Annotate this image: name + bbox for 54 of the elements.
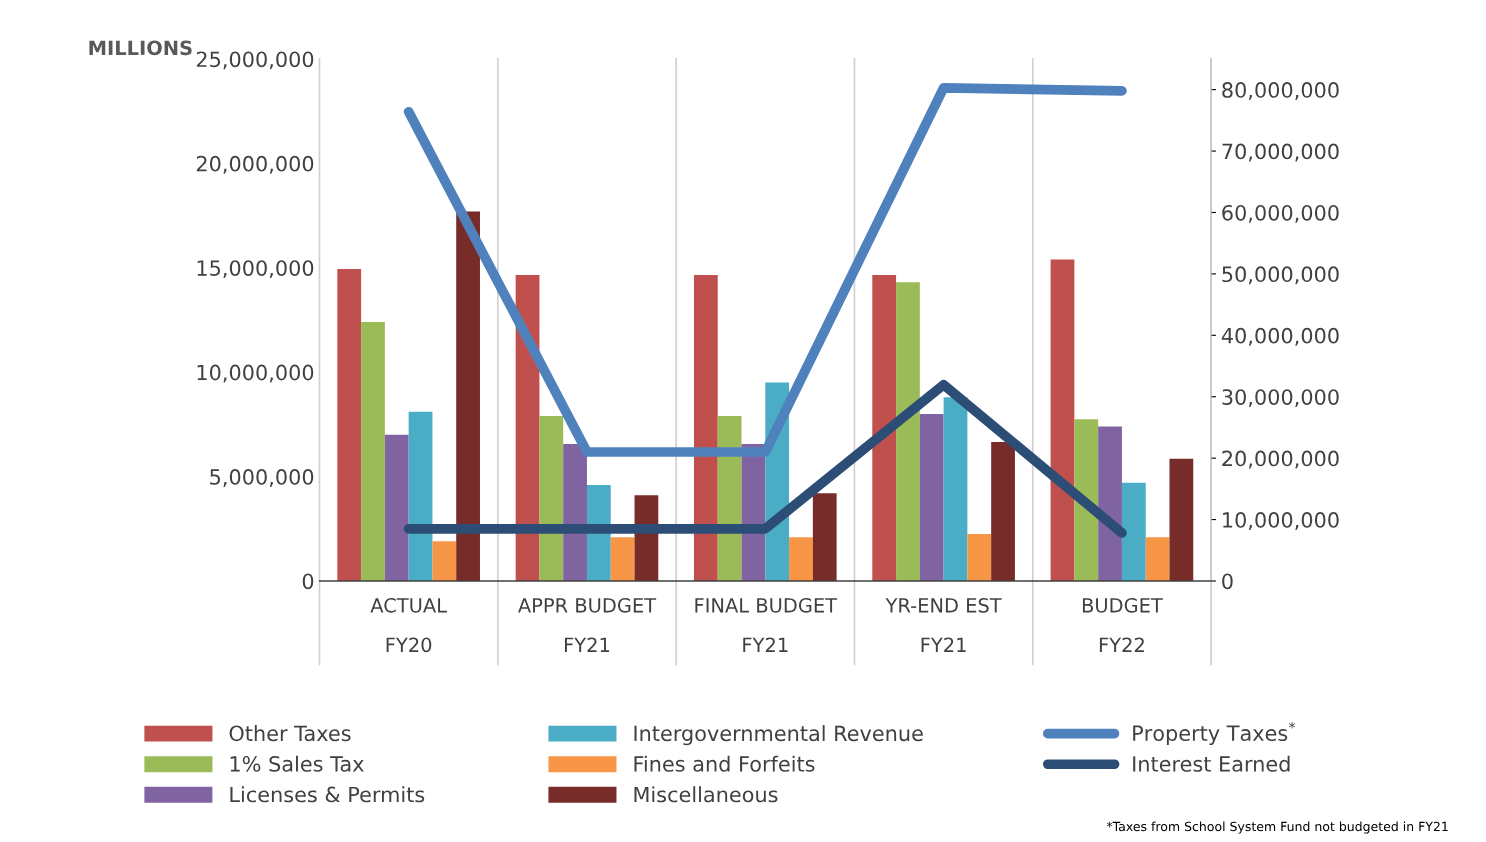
bar xyxy=(539,416,564,581)
y-tick-label: 20,000,000 xyxy=(196,155,314,174)
bar xyxy=(896,282,920,581)
bar xyxy=(943,397,968,581)
y2-tick-label: 60,000,000 xyxy=(1222,204,1339,223)
category-label: BUDGET FY22 xyxy=(1082,597,1163,652)
bar xyxy=(1121,482,1146,581)
bar xyxy=(610,537,635,581)
bar xyxy=(1050,259,1075,581)
y2-tick-label: 80,000,000 xyxy=(1222,82,1339,100)
y2-tick-label: 50,000,000 xyxy=(1222,266,1339,285)
bar xyxy=(361,322,385,581)
text: *Taxes from School System Fund not budgeted in FY21 xyxy=(1106,821,1448,834)
bar xyxy=(384,434,409,581)
legend-label: Property Taxes$^{*}$ xyxy=(1133,721,1296,746)
legend-label: Fines and Forfeits xyxy=(634,755,815,772)
category-label: ACTUAL FY20 xyxy=(370,597,447,653)
legend-label: Intergovernmental Revenue xyxy=(634,725,923,746)
bar xyxy=(456,211,480,581)
bar xyxy=(1074,419,1099,581)
legend-label: Licenses & Permits xyxy=(230,786,425,803)
y2-tick-label: 10,000,000 xyxy=(1223,512,1339,530)
bar xyxy=(408,411,433,581)
y-tick-label: 15,000,000 xyxy=(197,260,314,279)
bar xyxy=(967,534,992,581)
bar xyxy=(1145,537,1170,581)
bar xyxy=(693,275,718,581)
y2-tick-label: 30,000,000 xyxy=(1222,389,1339,408)
bar xyxy=(872,275,897,581)
bar xyxy=(432,541,457,581)
bar xyxy=(563,444,587,581)
y-tick-label: 5,000,000 xyxy=(210,469,314,487)
legend-label: Other Taxes xyxy=(229,725,351,742)
bar xyxy=(337,269,362,581)
bar xyxy=(991,442,1015,581)
bar xyxy=(1169,458,1194,581)
y-tick-label: 0 xyxy=(302,573,314,590)
y-tick-label: 25,000,000 xyxy=(196,51,314,70)
legend-label: Miscellaneous xyxy=(634,786,778,803)
category-label: FINAL BUDGET FY21 xyxy=(695,597,838,652)
bar xyxy=(919,413,944,581)
category-label: APPR BUDGET FY21 xyxy=(518,597,657,652)
bar xyxy=(812,493,837,581)
bar xyxy=(789,537,813,581)
bar xyxy=(1098,426,1122,581)
legend-label: Interest Earned xyxy=(1133,755,1290,772)
y2-tick-label: 0 xyxy=(1222,573,1233,590)
y2-tick-label: 20,000,000 xyxy=(1222,450,1339,469)
y-axis-title: MILLIONS xyxy=(89,40,192,56)
category-label: YR-END EST FY21 xyxy=(885,597,1002,652)
y2-tick-label: 40,000,000 xyxy=(1221,327,1339,346)
y2-tick-label: 70,000,000 xyxy=(1222,143,1339,162)
y-tick-label: 10,000,000 xyxy=(197,364,314,383)
legend-label: 1% Sales Tax xyxy=(230,755,364,772)
